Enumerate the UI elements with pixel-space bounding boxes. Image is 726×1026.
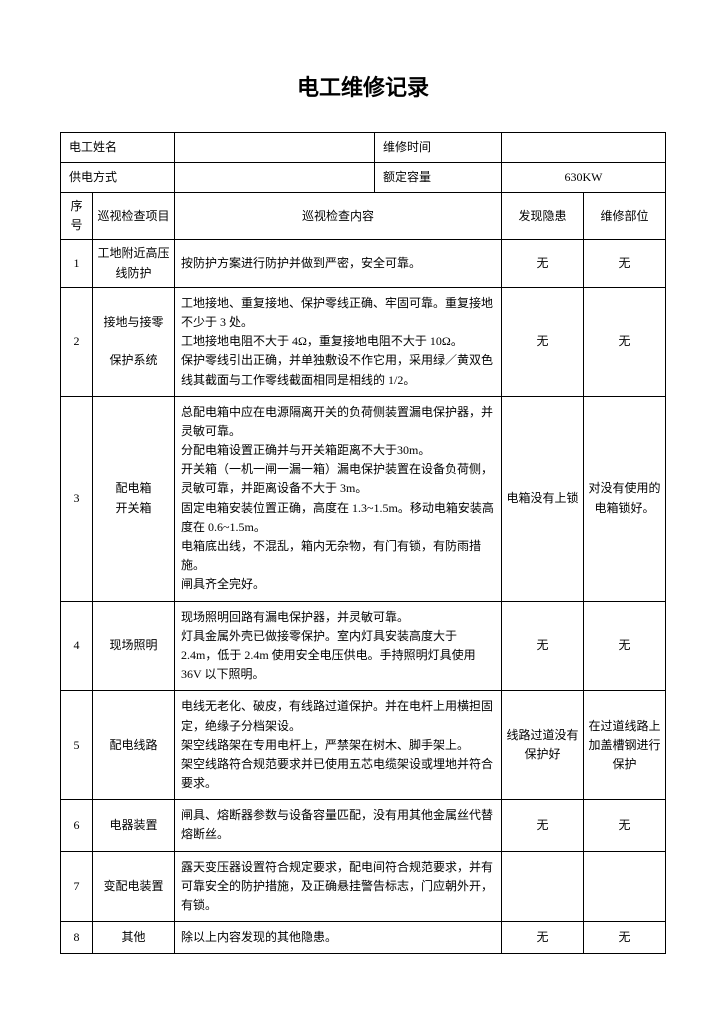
cell-hazard: 无 xyxy=(502,240,584,287)
record-table: 电工姓名 维修时间 供电方式 额定容量 630KW 序号 巡视检查项目 巡视检查… xyxy=(60,132,666,954)
cell-item: 变配电装置 xyxy=(93,851,175,922)
cell-hazard: 电箱没有上锁 xyxy=(502,396,584,601)
table-row: 1 工地附近高压线防护 按防护方案进行防护并做到严密，安全可靠。 无 无 xyxy=(61,240,666,287)
cell-seq: 8 xyxy=(61,922,93,954)
col-content: 巡视检查内容 xyxy=(175,193,502,240)
page-title: 电工维修记录 xyxy=(60,70,666,102)
table-row: 7 变配电装置 露天变压器设置符合规定要求，配电间符合规范要求，并有可靠安全的防… xyxy=(61,851,666,922)
header-row-2: 供电方式 额定容量 630KW xyxy=(61,163,666,193)
cell-content: 按防护方案进行防护并做到严密，安全可靠。 xyxy=(175,240,502,287)
cell-seq: 7 xyxy=(61,851,93,922)
cell-part: 无 xyxy=(584,922,666,954)
cell-seq: 2 xyxy=(61,287,93,396)
cell-content: 除以上内容发现的其他隐患。 xyxy=(175,922,502,954)
cell-item: 其他 xyxy=(93,922,175,954)
cell-content: 现场照明回路有漏电保护器，并灵敏可靠。 灯具金属外壳已做接零保护。室内灯具安装高… xyxy=(175,601,502,691)
table-row: 8 其他 除以上内容发现的其他隐患。 无 无 xyxy=(61,922,666,954)
capacity-value: 630KW xyxy=(502,163,666,193)
cell-seq: 4 xyxy=(61,601,93,691)
supply-label: 供电方式 xyxy=(61,163,175,193)
cell-part: 在过道线路上加盖槽钢进行保护 xyxy=(584,691,666,800)
cell-seq: 1 xyxy=(61,240,93,287)
cell-content: 总配电箱中应在电源隔离开关的负荷侧装置漏电保护器，并灵敏可靠。 分配电箱设置正确… xyxy=(175,396,502,601)
time-value xyxy=(502,133,666,163)
table-row: 5 配电线路 电线无老化、破皮，有线路过道保护。并在电杆上用横担固定，绝缘子分档… xyxy=(61,691,666,800)
cell-item: 现场照明 xyxy=(93,601,175,691)
cell-item: 工地附近高压线防护 xyxy=(93,240,175,287)
cell-hazard: 无 xyxy=(502,601,584,691)
cell-content: 电线无老化、破皮，有线路过道保护。并在电杆上用横担固定，绝缘子分档架设。 架空线… xyxy=(175,691,502,800)
cell-content: 露天变压器设置符合规定要求，配电间符合规范要求，并有可靠安全的防护措施，及正确悬… xyxy=(175,851,502,922)
cell-part: 无 xyxy=(584,800,666,851)
cell-part: 无 xyxy=(584,240,666,287)
cell-hazard xyxy=(502,851,584,922)
cell-part: 对没有使用的电箱锁好。 xyxy=(584,396,666,601)
cell-item: 配电箱 开关箱 xyxy=(93,396,175,601)
cell-hazard: 线路过道没有保护好 xyxy=(502,691,584,800)
cell-seq: 5 xyxy=(61,691,93,800)
name-value xyxy=(175,133,375,163)
cell-content: 工地接地、重复接地、保护零线正确、牢固可靠。重复接地不少于 3 处。 工地接地电… xyxy=(175,287,502,396)
time-label: 维修时间 xyxy=(375,133,502,163)
column-header-row: 序号 巡视检查项目 巡视检查内容 发现隐患 维修部位 xyxy=(61,193,666,240)
cell-content: 闸具、熔断器参数与设备容量匹配，没有用其他金属丝代替熔断丝。 xyxy=(175,800,502,851)
cell-hazard: 无 xyxy=(502,922,584,954)
cell-item: 电器装置 xyxy=(93,800,175,851)
col-hazard: 发现隐患 xyxy=(502,193,584,240)
supply-value xyxy=(175,163,375,193)
name-label: 电工姓名 xyxy=(61,133,175,163)
cell-item: 配电线路 xyxy=(93,691,175,800)
col-item: 巡视检查项目 xyxy=(93,193,175,240)
cell-part: 无 xyxy=(584,601,666,691)
table-row: 6 电器装置 闸具、熔断器参数与设备容量匹配，没有用其他金属丝代替熔断丝。 无 … xyxy=(61,800,666,851)
col-part: 维修部位 xyxy=(584,193,666,240)
document-page: 电工维修记录 电工姓名 维修时间 供电方式 额定容量 630KW 序号 xyxy=(0,0,726,994)
table-row: 4 现场照明 现场照明回路有漏电保护器，并灵敏可靠。 灯具金属外壳已做接零保护。… xyxy=(61,601,666,691)
cell-item: 接地与接零 保护系统 xyxy=(93,287,175,396)
cell-part xyxy=(584,851,666,922)
table-row: 2 接地与接零 保护系统 工地接地、重复接地、保护零线正确、牢固可靠。重复接地不… xyxy=(61,287,666,396)
col-seq: 序号 xyxy=(61,193,93,240)
capacity-label: 额定容量 xyxy=(375,163,502,193)
cell-hazard: 无 xyxy=(502,800,584,851)
cell-hazard: 无 xyxy=(502,287,584,396)
table-row: 3 配电箱 开关箱 总配电箱中应在电源隔离开关的负荷侧装置漏电保护器，并灵敏可靠… xyxy=(61,396,666,601)
cell-seq: 6 xyxy=(61,800,93,851)
cell-seq: 3 xyxy=(61,396,93,601)
header-row-1: 电工姓名 维修时间 xyxy=(61,133,666,163)
cell-part: 无 xyxy=(584,287,666,396)
